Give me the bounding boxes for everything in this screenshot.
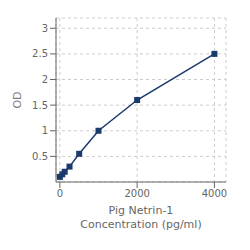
svg-text:1: 1: [42, 125, 48, 136]
html-text:Pig Netrin-1: Pig Netrin-1: [108, 204, 174, 217]
svg-text:2000: 2000: [124, 188, 149, 199]
svg-text:2.5: 2.5: [32, 48, 48, 59]
svg-text:OD: OD: [11, 91, 24, 108]
svg-text:2: 2: [42, 74, 48, 85]
svg-text:1.5: 1.5: [32, 100, 48, 111]
svg-text:0: 0: [57, 188, 63, 199]
svg-text:4000: 4000: [202, 188, 227, 199]
svg-text:3: 3: [42, 23, 48, 34]
svg-text:0.5: 0.5: [32, 151, 48, 162]
html-text:Concentration (pg/ml): Concentration (pg/ml): [80, 218, 202, 231]
